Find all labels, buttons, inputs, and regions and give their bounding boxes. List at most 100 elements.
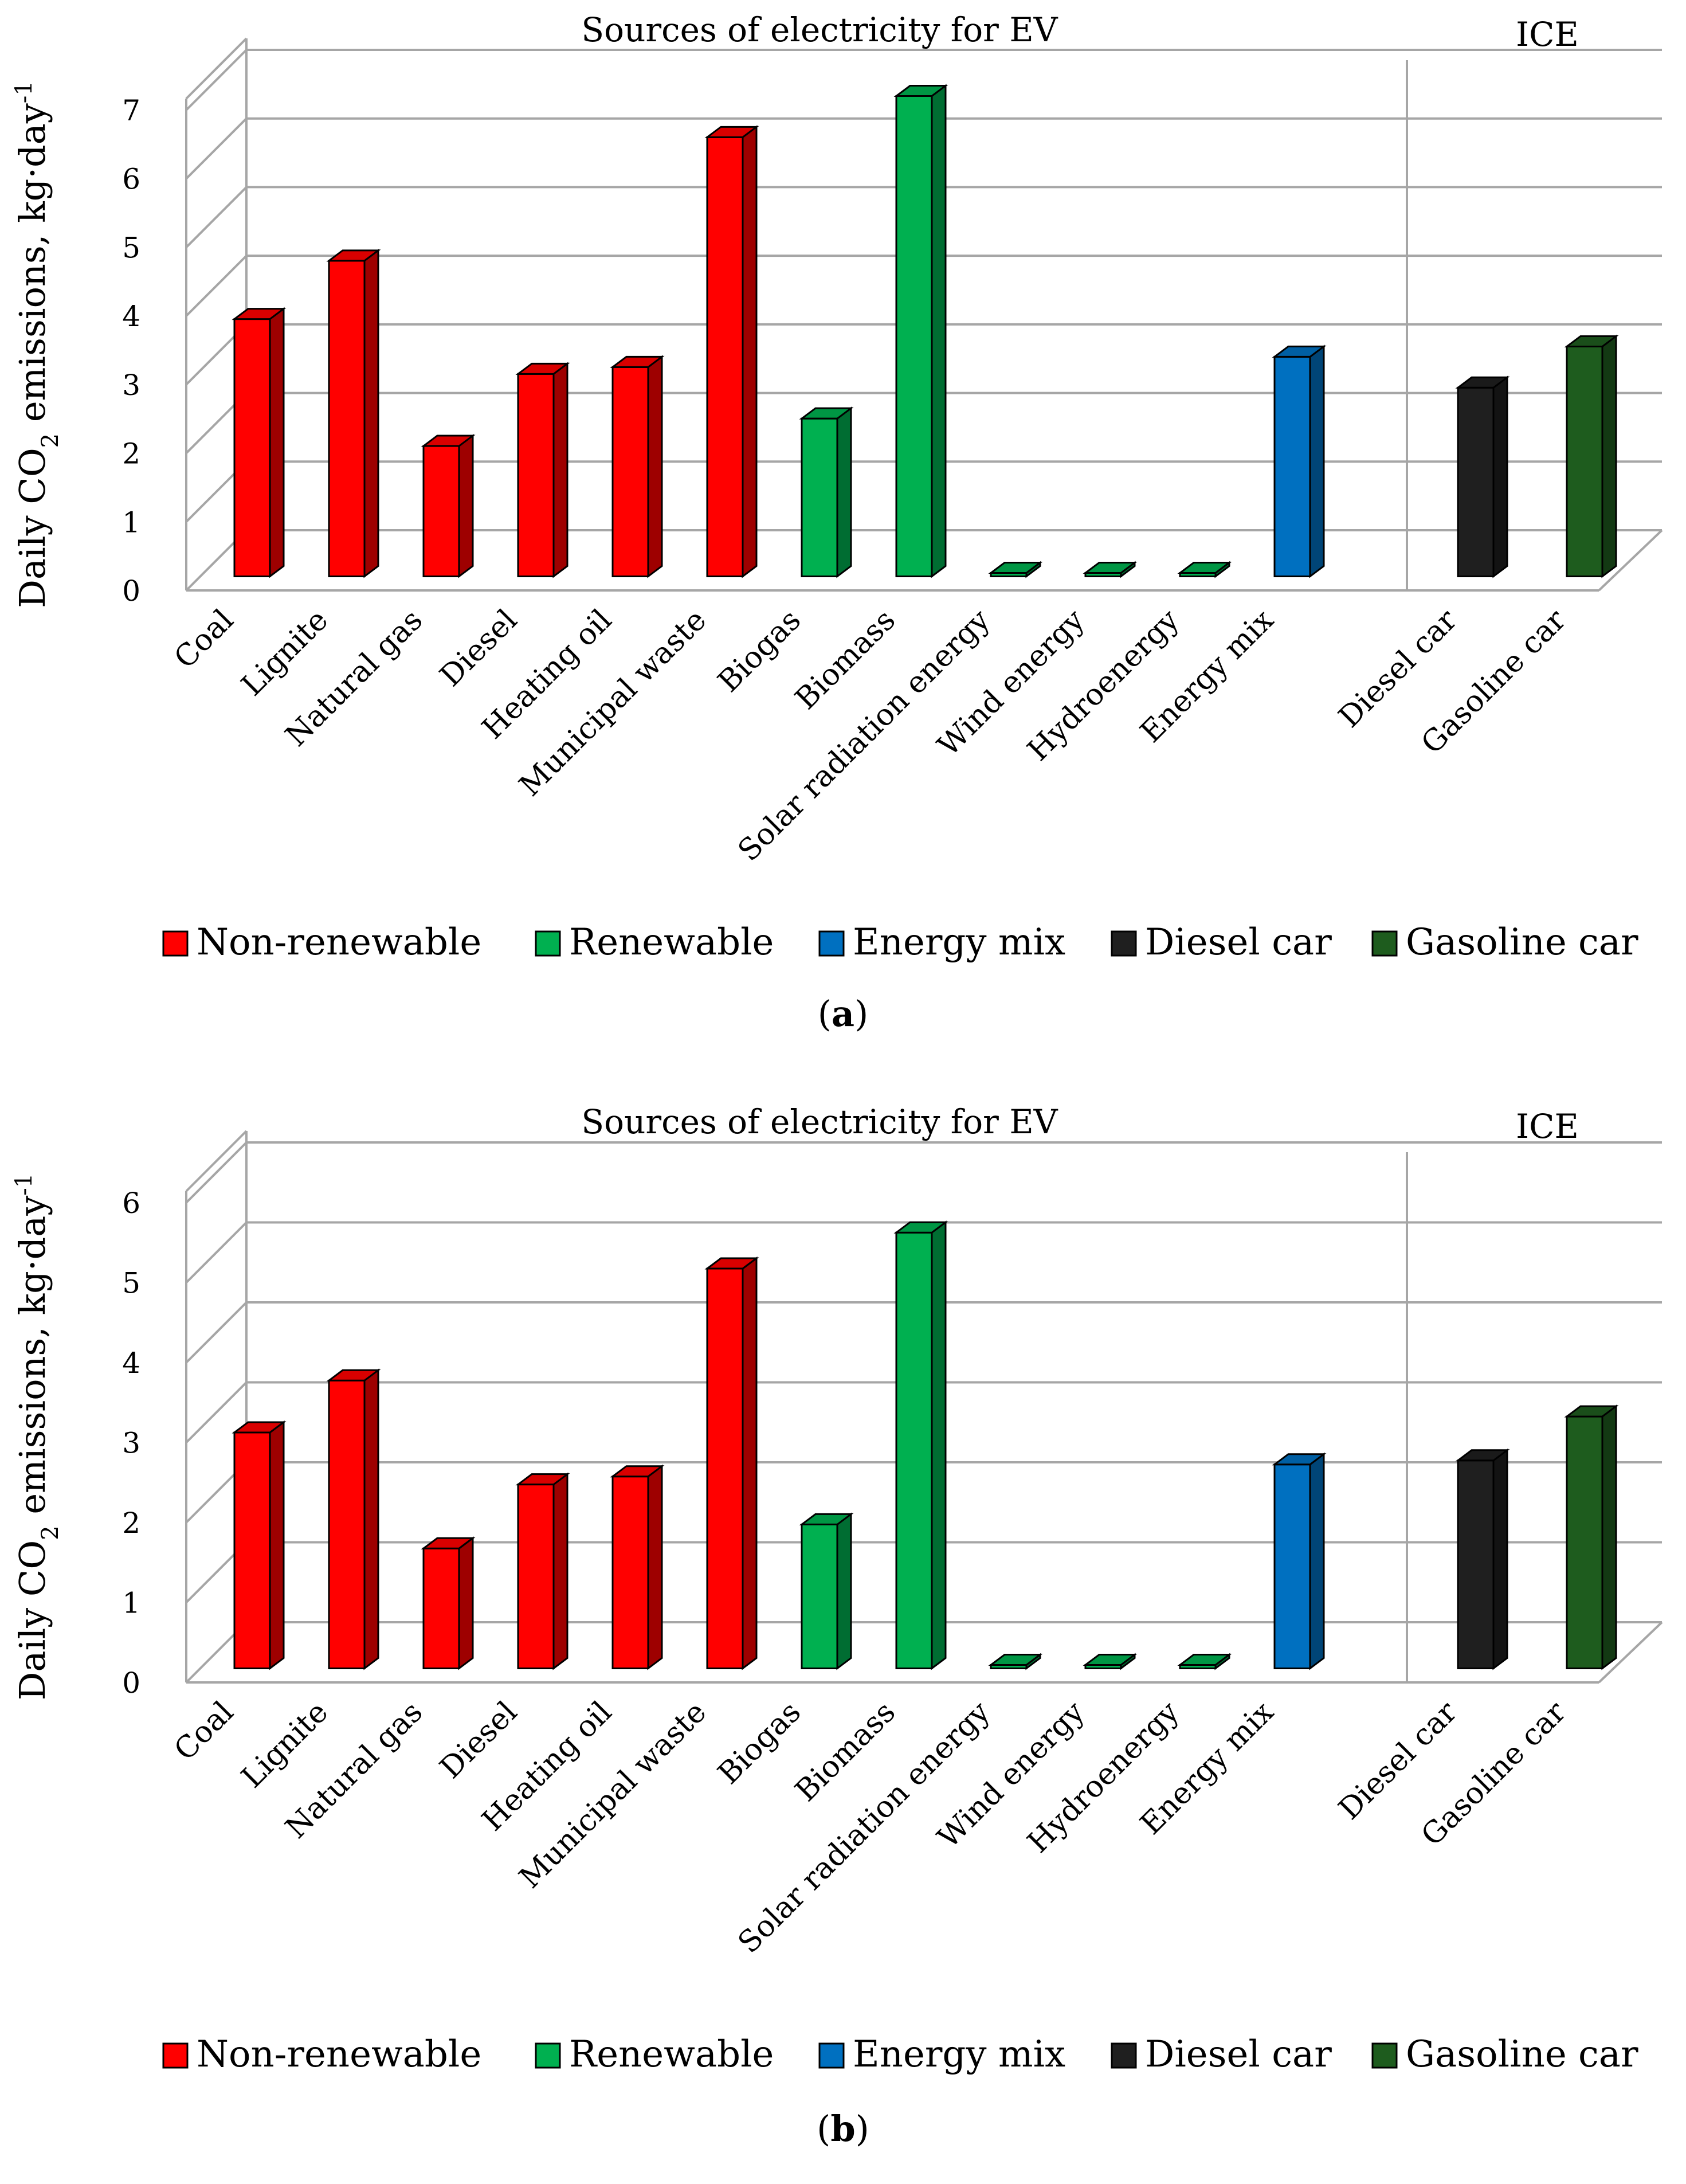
side-wall-top-edge (185, 1130, 248, 1192)
bar-front-face (1457, 386, 1495, 577)
legend-label: Diesel car (1145, 921, 1332, 964)
caption-close-paren: ) (856, 2108, 869, 2150)
bar-diesel (515, 1472, 570, 1670)
legend-label: Diesel car (1145, 2033, 1332, 2076)
bar-top-face (893, 1221, 948, 1234)
side-wall-gridline (185, 186, 248, 248)
bar-front-face (517, 1484, 555, 1669)
bar-top-face (1177, 562, 1232, 574)
bar-front-face (328, 1379, 366, 1670)
bar-side-face (552, 362, 568, 578)
caption-open-paren: ( (818, 993, 832, 1035)
y-tick-label: 3 (122, 369, 140, 402)
bar-top-face (610, 355, 665, 368)
bar-wind-energy (1083, 1653, 1138, 1670)
y-axis-label-subscript: 2 (37, 1525, 64, 1540)
bar-natural-gas (421, 434, 476, 578)
y-tick-label: 1 (122, 1587, 140, 1620)
y-tick-label: 6 (122, 163, 140, 196)
y-tick-label: 3 (122, 1427, 140, 1460)
bar-hydroenergy (1177, 561, 1232, 578)
side-wall-gridline (185, 1141, 248, 1204)
y-axis-label-main: Daily CO (11, 1540, 53, 1700)
legend-item-gasoline-car: Gasoline car (1371, 2033, 1638, 2076)
legend-label: Gasoline car (1406, 921, 1638, 964)
bar-front-face (422, 1547, 460, 1669)
bar-side-face (836, 406, 852, 578)
bar-side-face (269, 1420, 285, 1670)
x-category-label: Municipal waste (513, 1695, 713, 1895)
bar-front-face (801, 417, 838, 578)
bar-biomass (893, 1220, 948, 1670)
bar-side-face (363, 1368, 379, 1670)
bar-wind-energy (1083, 561, 1138, 578)
bar-coal (232, 1420, 287, 1670)
bar-front-face (328, 260, 366, 578)
panel-caption: (b) (817, 2108, 869, 2150)
bar-front-face (1566, 1415, 1603, 1669)
x-category-label: Diesel (433, 603, 524, 694)
legend-swatch (1111, 2042, 1137, 2069)
floor-right-edge (1598, 1621, 1663, 1684)
bar-side-face (742, 125, 758, 578)
chart-title-ev: Sources of electricity for EV (581, 10, 1058, 49)
bar-municipal-waste (704, 125, 759, 578)
legend-item-gasoline-car: Gasoline car (1371, 921, 1638, 964)
bar-top-face (1083, 1654, 1138, 1666)
y-axis-label-rest: emissions, kg·day (11, 1196, 53, 1526)
y-tick-label: 4 (122, 300, 140, 333)
bar-side-face (1309, 345, 1325, 578)
y-tick-label: 7 (122, 94, 140, 127)
bar-side-face (1309, 1452, 1325, 1670)
legend-label: Renewable (569, 2033, 774, 2076)
bar-front-face (611, 366, 649, 577)
caption-letter: a (832, 993, 854, 1035)
chart-panel-b: Sources of electricity for EV ICE 0 1 2 3 4 5 6 C… (11, 1102, 1663, 2150)
y-tick-label: 0 (122, 1666, 140, 1700)
bar-front-face (895, 95, 933, 577)
bar-side-face (1492, 375, 1508, 578)
x-category-label: Municipal waste (513, 603, 713, 803)
y-tick-label: 4 (122, 1347, 140, 1380)
y-tick-label: 6 (122, 1187, 140, 1220)
bar-diesel-car (1455, 1448, 1510, 1670)
legend-label: Energy mix (853, 2033, 1065, 2076)
legend-item-non-renewable: Non-renewable (162, 921, 481, 964)
bar-gasoline-car (1564, 334, 1619, 578)
bar-top-face (799, 407, 854, 420)
bar-municipal-waste (704, 1257, 759, 1670)
y-axis-label-main: Daily CO (11, 448, 53, 608)
bar-solar-radiation-energy (988, 1653, 1043, 1670)
bar-top-face (1564, 335, 1619, 347)
bar-top-face (232, 308, 287, 320)
bar-front-face (233, 318, 271, 577)
legend-label: Gasoline car (1406, 2033, 1638, 2076)
bar-top-face (1455, 1449, 1510, 1462)
legend-swatch (818, 930, 845, 957)
x-category-label: Biogas (712, 603, 808, 699)
x-category-label: Coal (168, 1695, 240, 1767)
side-wall-gridline (185, 1301, 248, 1364)
bar-gasoline-car (1564, 1404, 1619, 1670)
side-wall-gridline (185, 1222, 248, 1283)
bar-side-face (647, 1464, 663, 1670)
caption-letter: b (830, 2108, 855, 2150)
bar-lignite (326, 248, 381, 578)
bar-top-face (515, 362, 570, 375)
legend-swatch (1111, 930, 1137, 957)
y-axis-label-subscript: 2 (37, 433, 64, 448)
bar-lignite (326, 1368, 381, 1670)
bar-top-face (610, 1465, 665, 1478)
bar-front-face (1566, 345, 1603, 577)
chart-panel-a: Sources of electricity for EV ICE 0 1 2 3 4 5 6 7… (11, 10, 1663, 1035)
bar-side-face (836, 1512, 852, 1670)
bar-biomass (893, 84, 948, 578)
x-category-label: Diesel (433, 1695, 524, 1786)
bar-top-face (704, 126, 759, 138)
bar-top-face (326, 1369, 381, 1381)
panel-caption: (a) (818, 993, 869, 1035)
y-tick-label: 0 (122, 574, 140, 608)
bar-front-face (801, 1523, 838, 1669)
bar-hydroenergy (1177, 1653, 1232, 1670)
